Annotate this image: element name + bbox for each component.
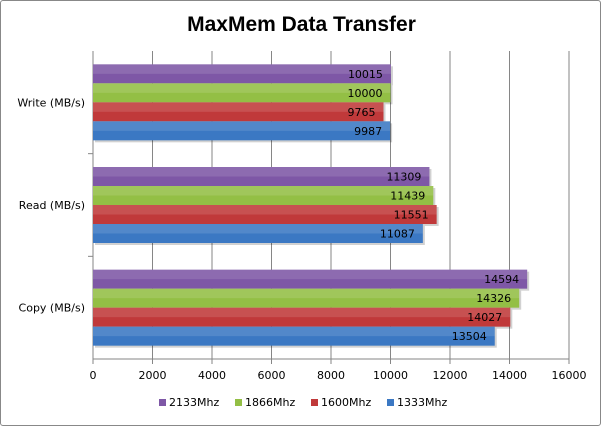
bar-highlight — [93, 64, 391, 74]
x-tick-label: 8000 — [317, 369, 345, 382]
bar-highlight — [93, 288, 520, 299]
category-label: Read (MB/s) — [19, 199, 85, 212]
data-label: 14027 — [467, 311, 502, 324]
data-label: 11309 — [386, 171, 421, 184]
data-label: 9765 — [348, 106, 376, 119]
bar — [93, 121, 391, 141]
x-tick-label: 10000 — [373, 369, 408, 382]
bar — [93, 102, 384, 122]
data-label: 10000 — [348, 87, 383, 100]
bar-highlight — [93, 167, 430, 177]
bar — [93, 326, 495, 346]
bar — [93, 186, 434, 205]
bar-highlight — [93, 83, 391, 93]
bar-highlight — [93, 205, 437, 215]
legend-swatch — [387, 399, 394, 406]
data-label: 13504 — [452, 330, 487, 343]
category-label: Write (MB/s) — [17, 96, 85, 109]
data-label: 11551 — [394, 209, 429, 222]
category-label: Copy (MB/s) — [19, 302, 85, 315]
bar — [93, 269, 528, 289]
legend-swatch — [311, 399, 318, 406]
bar — [93, 224, 423, 243]
bar-highlight — [93, 186, 434, 196]
bar — [93, 167, 430, 186]
legend-label: 1600Mhz — [321, 396, 371, 409]
bar-highlight — [93, 269, 528, 280]
data-label: 14326 — [476, 292, 511, 305]
x-tick-label: 2000 — [139, 369, 167, 382]
x-tick-label: 0 — [90, 369, 97, 382]
chart-title: MaxMem Data Transfer — [187, 13, 416, 36]
legend-swatch — [159, 399, 166, 406]
legend-label: 2133Mhz — [169, 396, 219, 409]
data-label: 11087 — [380, 228, 415, 241]
bar-highlight — [93, 326, 495, 337]
bar-highlight — [93, 224, 423, 234]
legend-swatch — [235, 399, 242, 406]
bar-highlight — [93, 121, 391, 131]
data-label: 10015 — [348, 68, 383, 81]
bar — [93, 307, 511, 327]
bar — [93, 288, 520, 308]
legend-label: 1333Mhz — [397, 396, 447, 409]
x-tick-label: 6000 — [258, 369, 286, 382]
legend-label: 1866Mhz — [245, 396, 295, 409]
x-tick-label: 16000 — [552, 369, 587, 382]
bar-highlight — [93, 307, 511, 318]
data-label: 11439 — [390, 190, 425, 203]
bar-highlight — [93, 102, 384, 112]
data-label: 14594 — [484, 273, 519, 286]
x-tick-label: 12000 — [433, 369, 468, 382]
x-tick-label: 4000 — [198, 369, 226, 382]
data-label: 9987 — [354, 125, 382, 138]
bar — [93, 205, 437, 224]
x-tick-label: 14000 — [492, 369, 527, 382]
bar — [93, 64, 391, 84]
bar — [93, 83, 391, 103]
